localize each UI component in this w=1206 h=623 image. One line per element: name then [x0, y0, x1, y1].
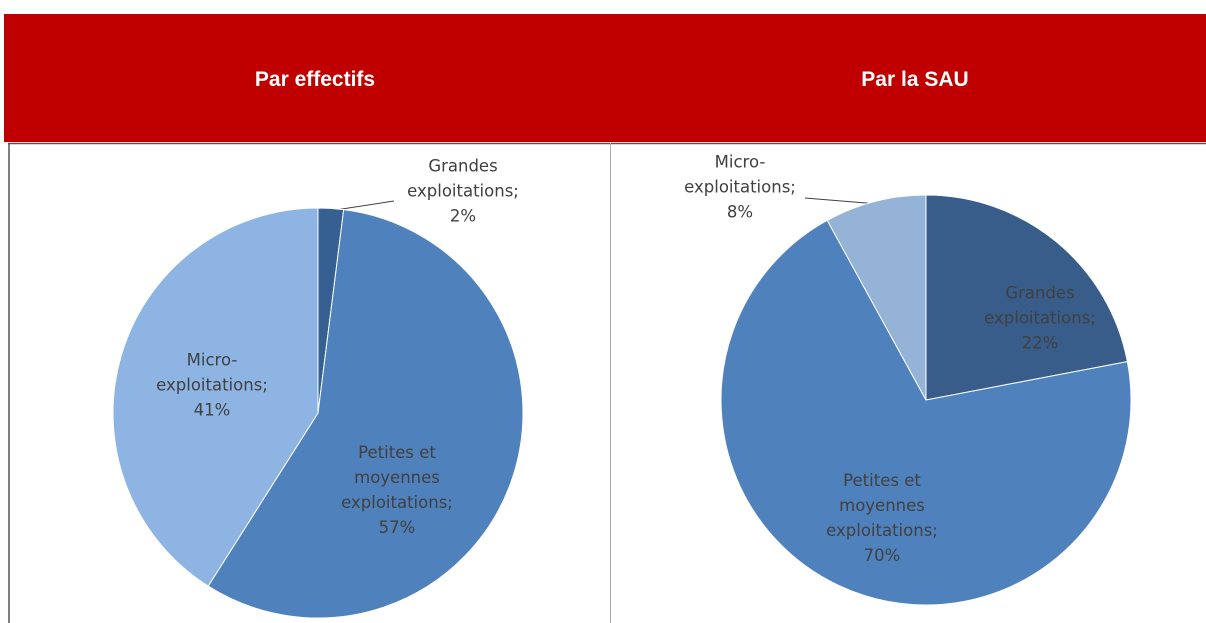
slice-value: 41% — [193, 400, 231, 420]
header: Par effectifs Par la SAU — [4, 14, 1206, 142]
slice-value: 8% — [726, 202, 754, 222]
pie-slice — [720, 219, 1132, 606]
slice-label: Petites et moyennes exploitations; 70% — [807, 468, 957, 568]
slice-name: Petites et moyennes exploitations; — [826, 471, 938, 540]
pie-slice — [112, 207, 319, 587]
pie-slice — [207, 209, 524, 619]
chart-title: Par effectifs — [254, 68, 376, 91]
chart-title: Par la SAU — [861, 68, 969, 91]
slice-label: Micro-exploitations; 8% — [665, 150, 815, 225]
slice-label: Micro-exploitations; 41% — [137, 348, 287, 423]
slice-name: Grandes exploitations; — [984, 283, 1096, 328]
slice-label: Grandes exploitations; 2% — [388, 154, 538, 229]
pie-slice — [925, 194, 1128, 401]
slice-name: Grandes exploitations; — [407, 156, 519, 201]
slice-value: 2% — [449, 206, 477, 226]
slice-name: Micro-exploitations; — [684, 152, 796, 197]
slice-name: Micro-exploitations; — [156, 350, 268, 395]
slice-value: 22% — [1021, 333, 1059, 353]
slice-name: Petites et moyennes exploitations; — [341, 443, 453, 512]
slice-label: Grandes exploitations; 22% — [965, 281, 1115, 356]
slice-label: Petites et moyennes exploitations; 57% — [322, 440, 472, 540]
slice-value: 70% — [863, 546, 901, 565]
leader-line — [804, 197, 879, 205]
slice-value: 57% — [378, 518, 416, 537]
pie-slice — [826, 194, 927, 401]
